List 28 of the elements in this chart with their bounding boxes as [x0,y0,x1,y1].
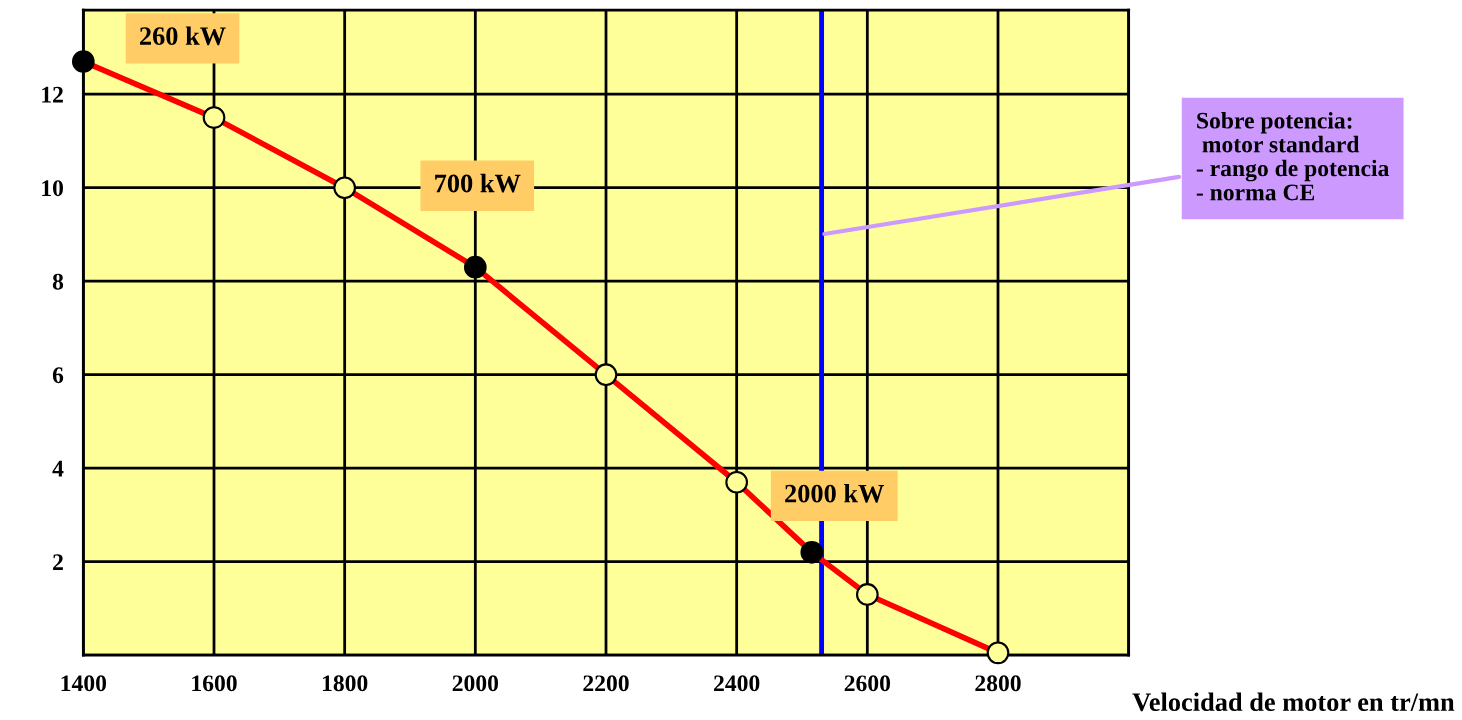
x-tick-label: 2400 [714,675,760,692]
annotation: 260 kW [140,26,226,46]
x-tick-label: 1600 [192,675,237,692]
annotation: 700 kW [435,173,521,193]
y-tick-label: 6 [52,367,64,384]
annotation: Sobre potencia: motor standard - rango de potencia - norma CE [1196,111,1390,201]
x-tick-label: 1800 [322,675,368,692]
point [986,641,1010,665]
y-tick-label: 4 [52,460,64,477]
y-tick-label: 2 [53,554,63,570]
point [800,541,824,564]
y-tick-label: 10 [42,180,63,197]
x-axis-title: Velocidad de motor en tr/mn [1132,692,1455,712]
y-tick-label: 12 [42,86,63,103]
point [71,50,95,73]
y-tick-label: 8 [52,273,64,290]
point [855,583,879,606]
x-tick-label: 1400 [61,675,107,692]
x-tick-label: 2800 [975,675,1021,692]
x-tick-label: 2200 [583,675,629,692]
point [333,176,357,200]
point [594,363,618,387]
point [725,470,749,494]
point [202,106,226,129]
x-tick-label: 2000 [452,675,499,692]
annotation: 2000 kW [785,483,885,503]
x-tick-label: 2600 [844,675,891,692]
point [463,255,487,279]
